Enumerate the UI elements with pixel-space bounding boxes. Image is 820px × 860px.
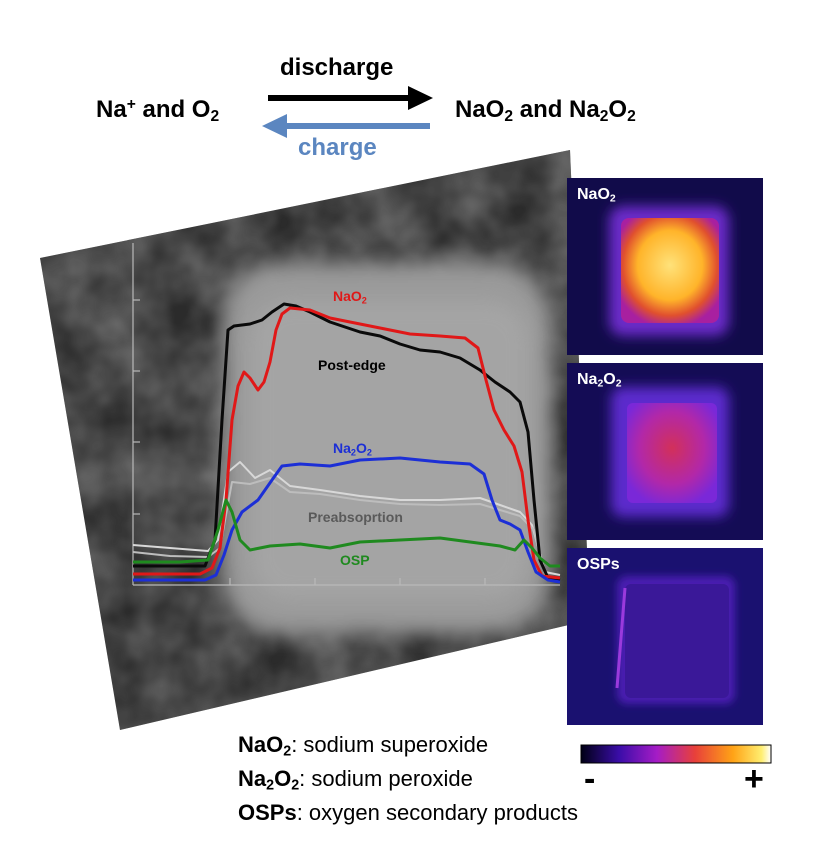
map-na2o2: Na2O2 xyxy=(567,363,763,540)
nao2-curve-label: NaO2 xyxy=(333,288,367,306)
map-nao2-label: NaO2 xyxy=(577,186,616,205)
na2o2-curve-label: Na2O2 xyxy=(333,440,372,458)
map-osps: OSPs xyxy=(567,548,763,725)
map-nao2: NaO2 xyxy=(567,178,763,355)
nao2-curve xyxy=(133,306,561,580)
map-osps-image xyxy=(567,548,763,725)
colorbar-min-label: - xyxy=(584,760,596,798)
legend-osps: OSPs: oxygen secondary products xyxy=(238,800,578,825)
profile-axes xyxy=(132,243,560,586)
map-nao2-image xyxy=(567,178,763,355)
osp-curve xyxy=(133,498,560,568)
reactants-label: Na+ and O2 xyxy=(96,96,220,125)
na2o2-curve xyxy=(133,456,561,584)
legend-na2o2: Na2O2: sodium peroxide xyxy=(238,766,473,794)
map-na2o2-image xyxy=(567,363,763,540)
osp-curve-label: OSP xyxy=(340,552,370,568)
products-label: NaO2 and Na2O2 xyxy=(455,96,636,125)
colorbar-max-label: + xyxy=(744,760,764,798)
preabsorption-curve xyxy=(132,461,561,576)
colorbar xyxy=(580,744,772,764)
map-na2o2-label: Na2O2 xyxy=(577,371,622,390)
preabsorption-label: Preabsoprtion xyxy=(308,509,403,525)
post-edge-label: Post-edge xyxy=(318,357,386,373)
discharge-label: discharge xyxy=(280,54,394,81)
charge-label: charge xyxy=(298,134,377,161)
map-osps-label: OSPs xyxy=(577,556,620,573)
post-edge-curve xyxy=(133,302,561,582)
legend-nao2: NaO2: sodium superoxide xyxy=(238,732,489,760)
preabsorption-curve-2 xyxy=(132,477,547,579)
